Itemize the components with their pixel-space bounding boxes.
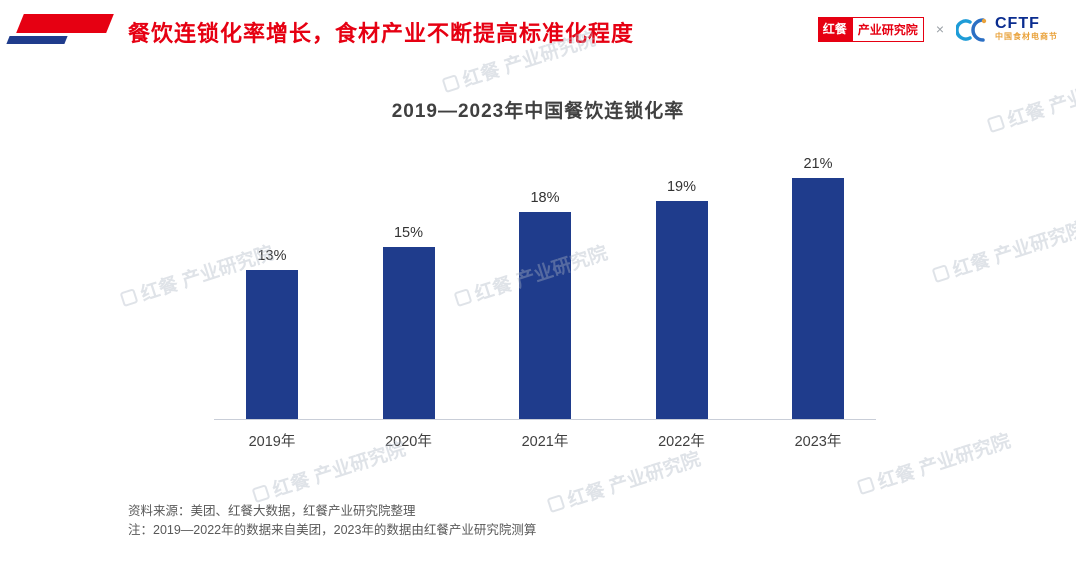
- watermark-text: 红餐 产业研究院: [950, 218, 1076, 282]
- flag-decoration: [6, 12, 116, 46]
- hongcan-logo: 红餐 产业研究院: [817, 16, 924, 42]
- cftf-subtitle: 中国食材电商节: [995, 32, 1058, 42]
- bar: [382, 246, 435, 419]
- watermark-icon: [119, 288, 139, 308]
- hongcan-logo-mark: 红餐: [817, 16, 852, 42]
- bar-column: 13%: [244, 247, 300, 419]
- cftf-logo-icon: [956, 18, 987, 42]
- bar-value-label: 13%: [257, 247, 287, 264]
- x-axis-tick-label: 2021年: [521, 434, 569, 450]
- watermark-icon: [931, 264, 951, 284]
- page-title: 餐饮连锁化率增长，食材产业不断提高标准化程度: [128, 21, 635, 46]
- bar: [246, 269, 298, 419]
- x-axis-tick-label: 2019年: [248, 434, 296, 450]
- bar-value-label: 21%: [803, 155, 833, 172]
- bar-value-label: 18%: [530, 190, 560, 206]
- watermark-text: 红餐 产业研究院: [875, 430, 1014, 494]
- bar: [655, 200, 708, 419]
- cftf-logo-text: CFTF 中国食材电商节: [995, 15, 1058, 42]
- watermark-icon: [441, 74, 461, 94]
- x-axis-tick-label: 2023年: [794, 434, 842, 450]
- watermark-text: 红餐 产业研究院: [565, 448, 704, 512]
- hongcan-logo-label: 产业研究院: [851, 16, 924, 42]
- watermark-icon: [251, 484, 271, 504]
- header-logos: 红餐 产业研究院 × CFTF 中国食材电商节: [817, 14, 1058, 44]
- cftf-logo: CFTF 中国食材电商节: [956, 14, 1058, 44]
- watermark: 红餐 产业研究院: [930, 214, 1076, 289]
- bar-value-label: 19%: [666, 178, 697, 195]
- bar-chart: 13% 15% 18% 19% 21% 2019年 2020年 2021年 2022年 2023…: [214, 150, 876, 451]
- bar-value-label: 15%: [393, 224, 424, 241]
- chart-title: 2019—2023年中国餐饮连锁化率: [391, 101, 685, 122]
- bar-column: 19%: [654, 178, 710, 419]
- bar-chart-plot-area: 13% 15% 18% 19% 21%: [214, 150, 876, 420]
- multiply-separator: ×: [935, 21, 944, 37]
- source-note: 资料来源：美团、红餐大数据，红餐产业研究院整理: [128, 504, 416, 518]
- flag-red-stripe: [16, 14, 114, 33]
- bar: [519, 212, 571, 419]
- method-note: 注：2019—2022年的数据来自美团，2023年的数据由红餐产业研究院测算: [128, 523, 537, 538]
- flag-blue-stripe: [6, 36, 68, 44]
- watermark: 红餐 产业研究院: [545, 444, 704, 519]
- watermark-icon: [546, 494, 566, 514]
- x-axis-tick-label: 2020年: [385, 434, 432, 450]
- bar-column: 21%: [790, 155, 846, 419]
- bar-column: 18%: [517, 190, 573, 419]
- cftf-name: CFTF: [995, 15, 1040, 33]
- bar-column: 15%: [381, 224, 437, 419]
- bar: [792, 177, 844, 419]
- watermark: 红餐 产业研究院: [855, 426, 1014, 501]
- x-axis-tick-label: 2022年: [658, 434, 705, 450]
- x-axis-labels: 2019年 2020年 2021年 2022年 2023年: [214, 430, 876, 451]
- watermark-icon: [856, 476, 876, 496]
- footnotes: 资料来源：美团、红餐大数据，红餐产业研究院整理 注：2019—2022年的数据来…: [128, 502, 536, 541]
